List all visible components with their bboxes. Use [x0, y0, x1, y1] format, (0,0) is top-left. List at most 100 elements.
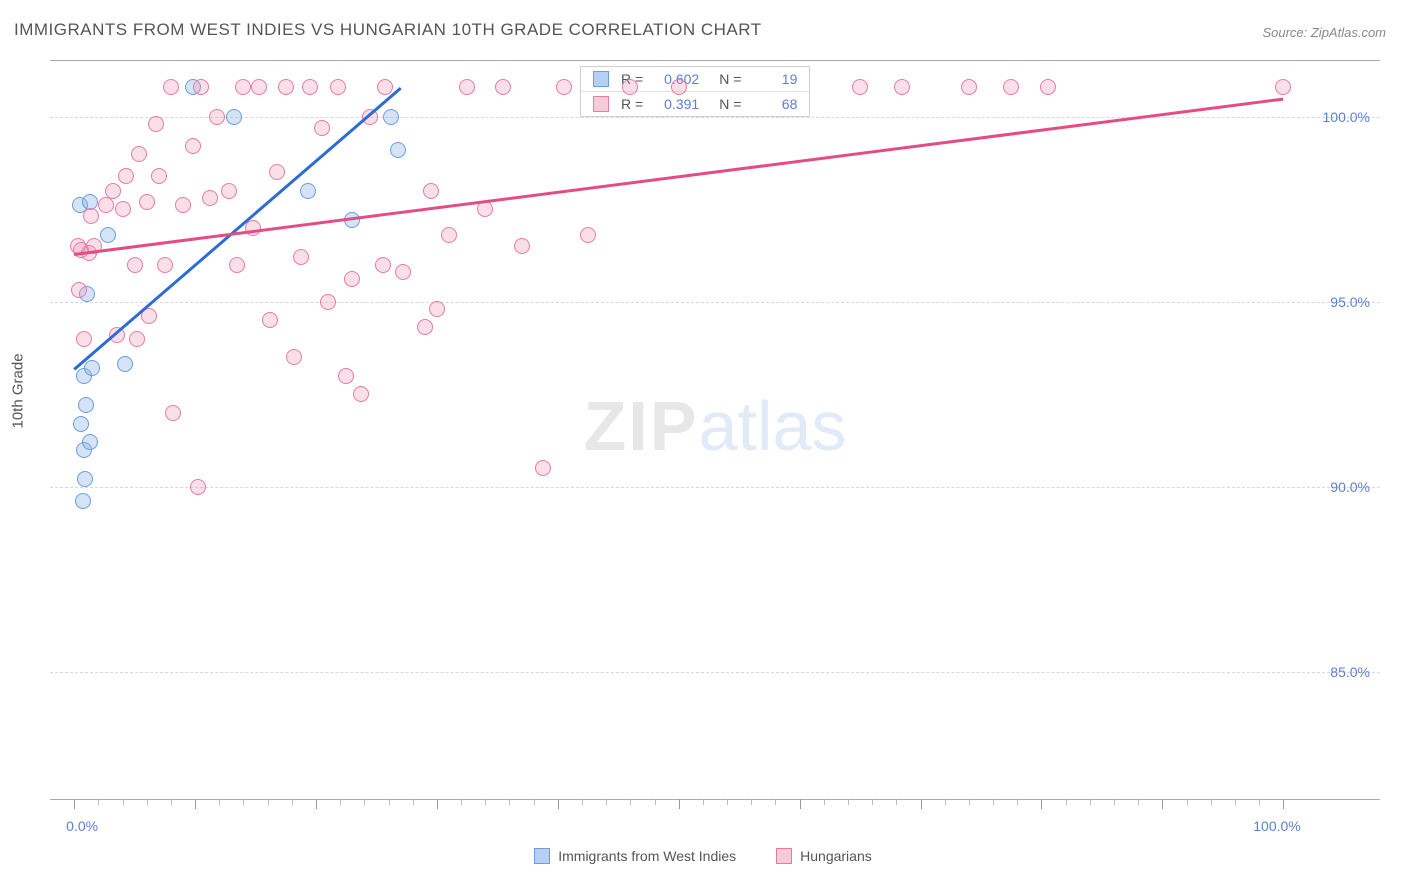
legend-stat-row: R =0.391N =68	[581, 92, 809, 116]
chart-plot-area: ZIPatlas R =0.602N =19R =0.391N =68 85.0…	[50, 60, 1380, 800]
x-tick-minor	[413, 799, 414, 805]
gridline	[50, 302, 1380, 303]
n-label: N =	[719, 71, 741, 87]
x-tick-minor	[896, 799, 897, 805]
correlation-legend: R =0.602N =19R =0.391N =68	[580, 66, 810, 117]
legend-label: Hungarians	[800, 848, 872, 864]
x-tick-minor	[1235, 799, 1236, 805]
y-tick-label: 90.0%	[1330, 479, 1370, 495]
x-tick-major	[679, 799, 680, 809]
data-point	[314, 120, 330, 136]
x-tick-minor	[243, 799, 244, 805]
n-value: 68	[749, 96, 797, 112]
x-tick-minor	[1259, 799, 1260, 805]
data-point	[78, 397, 94, 413]
data-point	[556, 79, 572, 95]
x-tick-minor	[219, 799, 220, 805]
x-tick-minor	[945, 799, 946, 805]
data-point	[395, 264, 411, 280]
legend-stat-row: R =0.602N =19	[581, 67, 809, 92]
watermark: ZIPatlas	[584, 386, 847, 466]
data-point	[139, 194, 155, 210]
x-tick-minor	[1211, 799, 1212, 805]
source-attribution: Source: ZipAtlas.com	[1262, 25, 1386, 40]
data-point	[84, 360, 100, 376]
data-point	[320, 294, 336, 310]
x-tick-minor	[872, 799, 873, 805]
data-point	[286, 349, 302, 365]
x-tick-major	[195, 799, 196, 809]
gridline	[50, 487, 1380, 488]
data-point	[82, 194, 98, 210]
data-point	[83, 208, 99, 224]
legend-swatch	[593, 71, 609, 87]
data-point	[151, 168, 167, 184]
data-point	[338, 368, 354, 384]
x-tick-minor	[993, 799, 994, 805]
x-tick-label: 100.0%	[1253, 818, 1300, 834]
legend-swatch	[776, 848, 792, 864]
data-point	[441, 227, 457, 243]
x-tick-major	[921, 799, 922, 809]
data-point	[115, 201, 131, 217]
data-point	[76, 331, 92, 347]
x-tick-minor	[727, 799, 728, 805]
x-tick-minor	[364, 799, 365, 805]
x-tick-major	[316, 799, 317, 809]
x-tick-minor	[1066, 799, 1067, 805]
data-point	[75, 493, 91, 509]
data-point	[98, 197, 114, 213]
data-point	[105, 183, 121, 199]
data-point	[477, 201, 493, 217]
data-point	[175, 197, 191, 213]
x-tick-minor	[292, 799, 293, 805]
data-point	[375, 257, 391, 273]
x-tick-minor	[485, 799, 486, 805]
data-point	[235, 79, 251, 95]
data-point	[131, 146, 147, 162]
data-point	[344, 271, 360, 287]
watermark-zip: ZIP	[584, 387, 699, 465]
x-tick-minor	[98, 799, 99, 805]
data-point	[269, 164, 285, 180]
data-point	[129, 331, 145, 347]
data-point	[71, 282, 87, 298]
watermark-atlas: atlas	[699, 387, 847, 465]
x-tick-minor	[461, 799, 462, 805]
data-point	[226, 109, 242, 125]
x-tick-minor	[775, 799, 776, 805]
data-point	[100, 227, 116, 243]
x-tick-minor	[123, 799, 124, 805]
x-tick-minor	[824, 799, 825, 805]
legend-swatch	[593, 96, 609, 112]
data-point	[148, 116, 164, 132]
x-tick-major	[74, 799, 75, 809]
x-tick-minor	[703, 799, 704, 805]
y-tick-label: 95.0%	[1330, 294, 1370, 310]
data-point	[377, 79, 393, 95]
x-tick-minor	[268, 799, 269, 805]
data-point	[262, 312, 278, 328]
gridline	[50, 117, 1380, 118]
data-point	[77, 471, 93, 487]
chart-title: IMMIGRANTS FROM WEST INDIES VS HUNGARIAN…	[14, 20, 762, 40]
x-tick-minor	[340, 799, 341, 805]
data-point	[221, 183, 237, 199]
data-point	[852, 79, 868, 95]
x-tick-minor	[389, 799, 390, 805]
data-point	[535, 460, 551, 476]
x-tick-label: 0.0%	[66, 818, 98, 834]
x-tick-major	[558, 799, 559, 809]
data-point	[202, 190, 218, 206]
x-tick-minor	[582, 799, 583, 805]
legend-swatch	[534, 848, 550, 864]
x-tick-minor	[147, 799, 148, 805]
r-label: R =	[621, 96, 643, 112]
data-point	[390, 142, 406, 158]
x-tick-minor	[1138, 799, 1139, 805]
data-point	[961, 79, 977, 95]
data-point	[278, 79, 294, 95]
data-point	[193, 79, 209, 95]
n-value: 19	[749, 71, 797, 87]
series-legend: Immigrants from West IndiesHungarians	[0, 848, 1406, 864]
